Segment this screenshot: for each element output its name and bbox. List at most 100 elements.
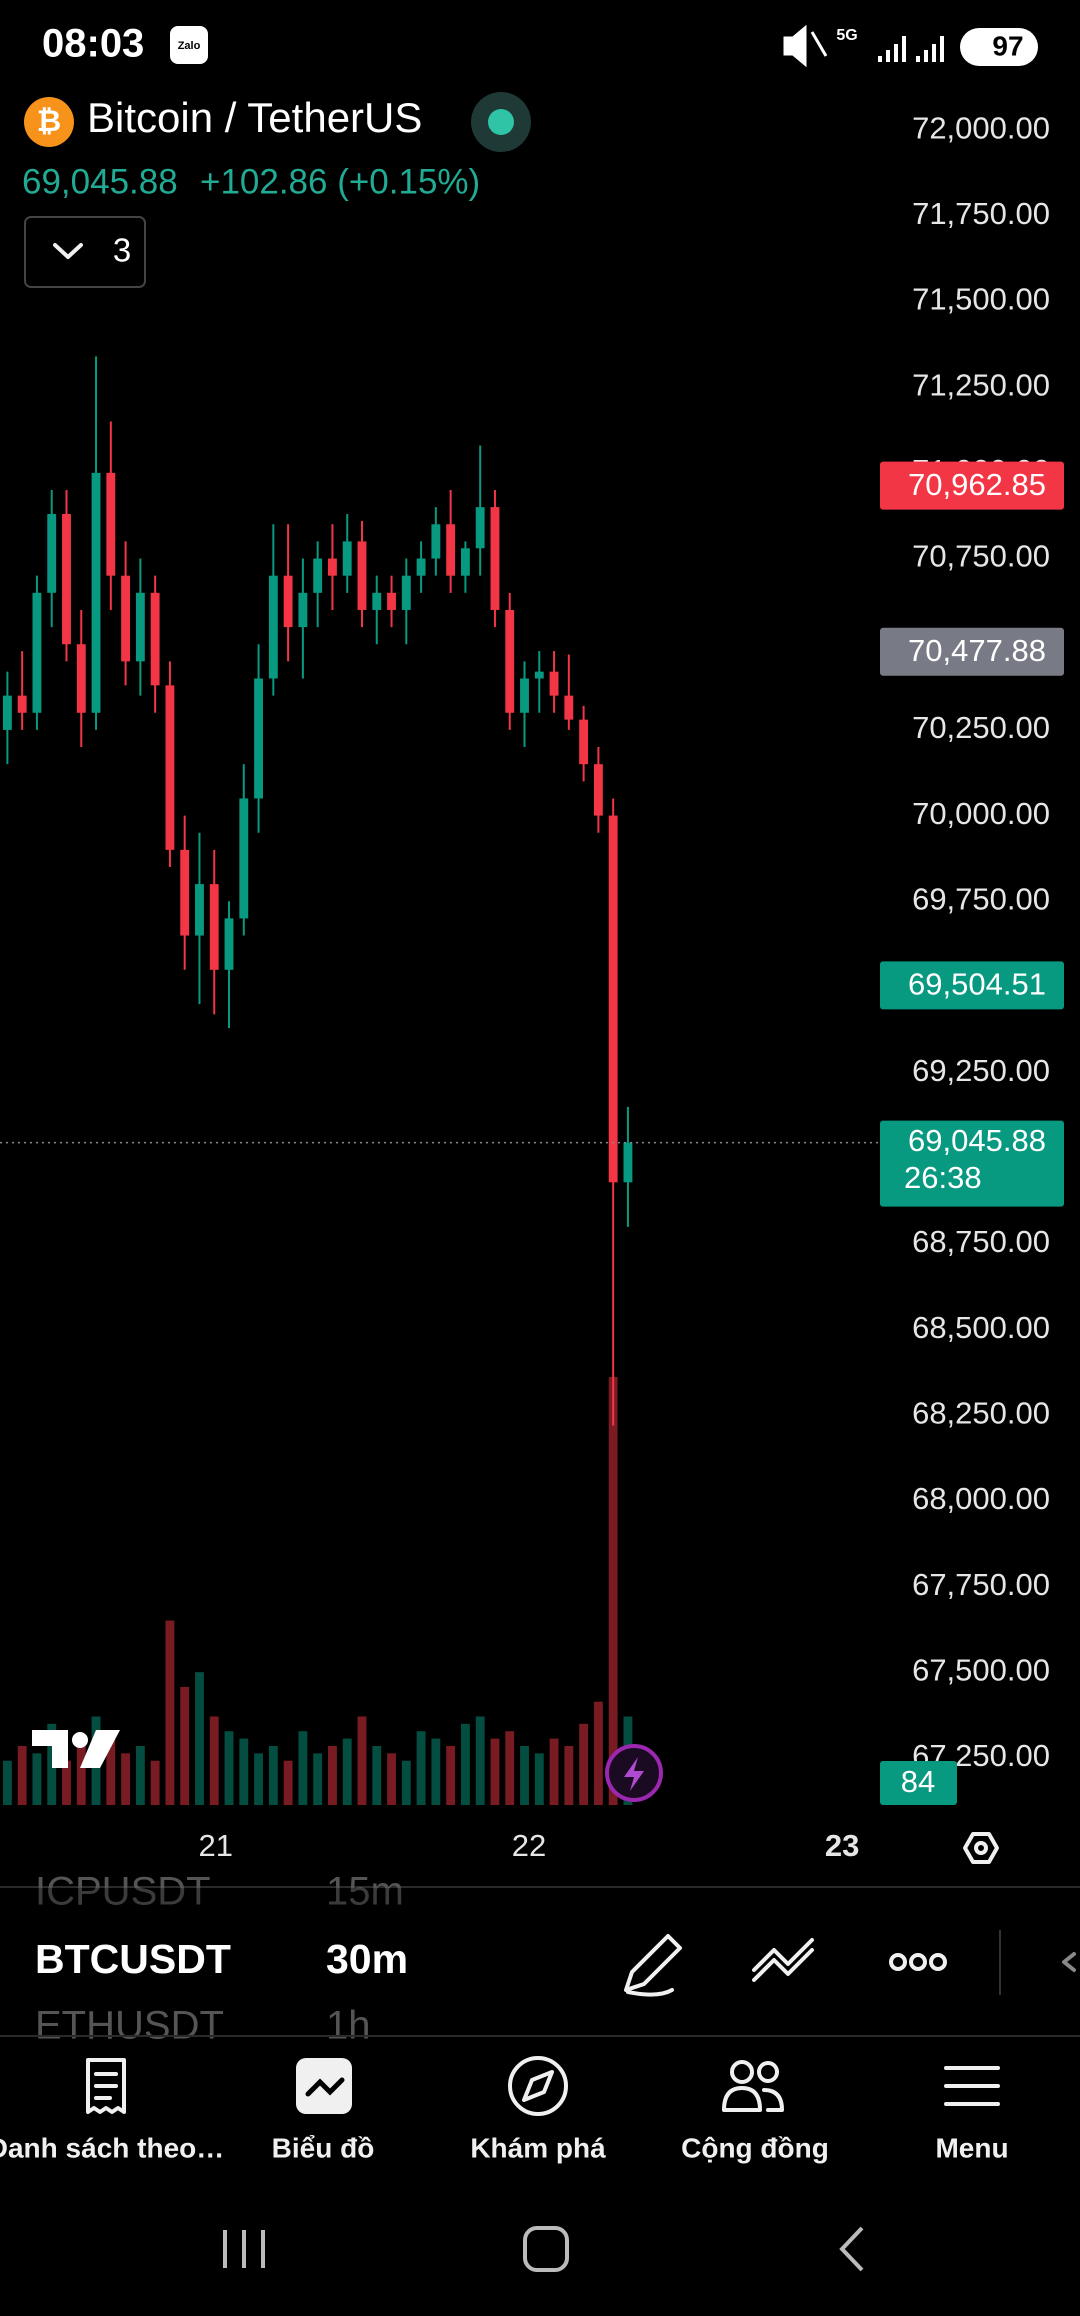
interval-item[interactable]: 15m: [326, 1870, 404, 1914]
y-tick-label: 70,000.00: [912, 796, 1050, 831]
y-tick-label: 67,500.00: [912, 1653, 1050, 1688]
volume-bar: [520, 1745, 529, 1805]
symbol-title: Bitcoin / TetherUS: [87, 94, 422, 141]
symbol-item[interactable]: ETHUSDT: [35, 2004, 224, 2048]
menu-icon[interactable]: [944, 2066, 1000, 2106]
symbol-item[interactable]: BTCUSDT: [35, 1936, 231, 1982]
zalo-text: Zalo: [178, 40, 201, 52]
nav-label[interactable]: Danh sách theo…: [0, 2132, 224, 2163]
candle-body: [313, 558, 323, 593]
volume-bar: [328, 1745, 337, 1805]
volume-bar: [446, 1745, 456, 1805]
back-button[interactable]: [839, 2226, 864, 2272]
volume-tag: [880, 1761, 957, 1805]
price-tag-label: 69,504.51: [908, 967, 1046, 1002]
symbol-item[interactable]: ICPUSDT: [35, 1870, 211, 1914]
y-tick-label: 68,750.00: [912, 1224, 1050, 1259]
volume-bar: [106, 1731, 116, 1805]
candle-body: [520, 678, 529, 713]
watchlist-icon[interactable]: [86, 2058, 126, 2114]
btc-glyph: ₿: [37, 105, 61, 138]
collapse-icon[interactable]: [1062, 1952, 1076, 1972]
settings-icon[interactable]: [963, 1832, 999, 1864]
volume-bar: [564, 1745, 574, 1805]
candle-body: [195, 884, 204, 936]
y-tick-label: 71,750.00: [912, 196, 1050, 231]
volume-bar: [180, 1686, 190, 1805]
more-icon[interactable]: [889, 1953, 947, 1971]
candle-body: [534, 671, 544, 679]
candle-body: [505, 609, 515, 713]
home-button[interactable]: [523, 2226, 569, 2272]
volume-bar: [313, 1753, 323, 1805]
y-tick-label: 68,000.00: [912, 1481, 1050, 1516]
candle-body: [608, 815, 618, 1183]
candle-body: [150, 592, 160, 686]
layout-button[interactable]: [24, 216, 146, 288]
volume-bar: [195, 1672, 204, 1805]
nav-label[interactable]: Biểu đồ: [272, 2132, 375, 2163]
candle-body: [490, 507, 500, 610]
candle-body: [121, 575, 131, 662]
current-price-label: 69,045.88: [908, 1123, 1046, 1158]
volume-bar: [505, 1731, 515, 1805]
y-tick-label: 71,250.00: [912, 367, 1050, 402]
candle-body: [372, 592, 382, 610]
current-price-tag: [880, 1120, 1064, 1207]
y-tick-label: 71,500.00: [912, 282, 1050, 317]
recent-apps[interactable]: [223, 2230, 265, 2268]
volume-bar: [165, 1620, 175, 1805]
volume-bar: [283, 1760, 293, 1805]
candle-body: [62, 513, 71, 645]
signal-icon: [878, 36, 944, 62]
volume-bar: [593, 1701, 603, 1805]
interval-item[interactable]: 30m: [326, 1936, 408, 1982]
battery: [960, 28, 1038, 66]
price-tag: [880, 627, 1064, 676]
volume-bar: [579, 1723, 589, 1805]
volume-bar: [76, 1738, 86, 1805]
volume-bar: [357, 1716, 367, 1805]
candle-body: [17, 695, 27, 713]
nav-label[interactable]: Cộng đồng: [681, 2132, 829, 2163]
nav-label[interactable]: Khám phá: [470, 2132, 606, 2163]
volume-bar: [608, 1377, 618, 1805]
candle-body: [135, 592, 145, 662]
candle-body: [446, 524, 456, 576]
trend-icon[interactable]: [752, 1938, 814, 1982]
volume-bar: [32, 1753, 42, 1805]
draw-icon[interactable]: [624, 1934, 682, 1997]
explore-icon[interactable]: [508, 2056, 568, 2116]
candle-body: [342, 541, 352, 576]
volume-bar: [534, 1753, 544, 1805]
y-tick-label: 69,750.00: [912, 881, 1050, 916]
volume-bar: [475, 1716, 485, 1805]
volume-bar: [460, 1723, 470, 1805]
volume-bar: [401, 1760, 411, 1805]
volume-bar: [121, 1753, 131, 1805]
volume-bar: [2, 1760, 12, 1805]
nav-label[interactable]: Menu: [935, 2132, 1008, 2163]
y-tick-label: 70,750.00: [912, 539, 1050, 574]
candle-body: [283, 575, 293, 628]
candle-body: [298, 592, 308, 628]
chart-icon-line: [305, 2077, 345, 2097]
last-price: 69,045.88: [22, 162, 178, 201]
candle-body: [91, 472, 101, 713]
network-type: 5G: [836, 27, 857, 44]
volume-bar: [416, 1731, 426, 1805]
candle-body: [47, 513, 57, 593]
volume-bar: [387, 1753, 396, 1805]
interval-item[interactable]: 1h: [326, 2004, 371, 2048]
plot: 72,000.0071,750.0071,500.0071,250.0071,0…: [0, 110, 1064, 1863]
layout-count: 3: [113, 232, 131, 269]
community-icon[interactable]: [722, 2060, 784, 2112]
candle-body: [431, 524, 441, 559]
candle-body: [593, 764, 603, 816]
candle-body: [357, 541, 367, 610]
candle-body: [564, 695, 574, 720]
x-tick-label: 21: [198, 1828, 232, 1863]
candle-body: [549, 671, 559, 696]
candle-body: [416, 558, 426, 576]
